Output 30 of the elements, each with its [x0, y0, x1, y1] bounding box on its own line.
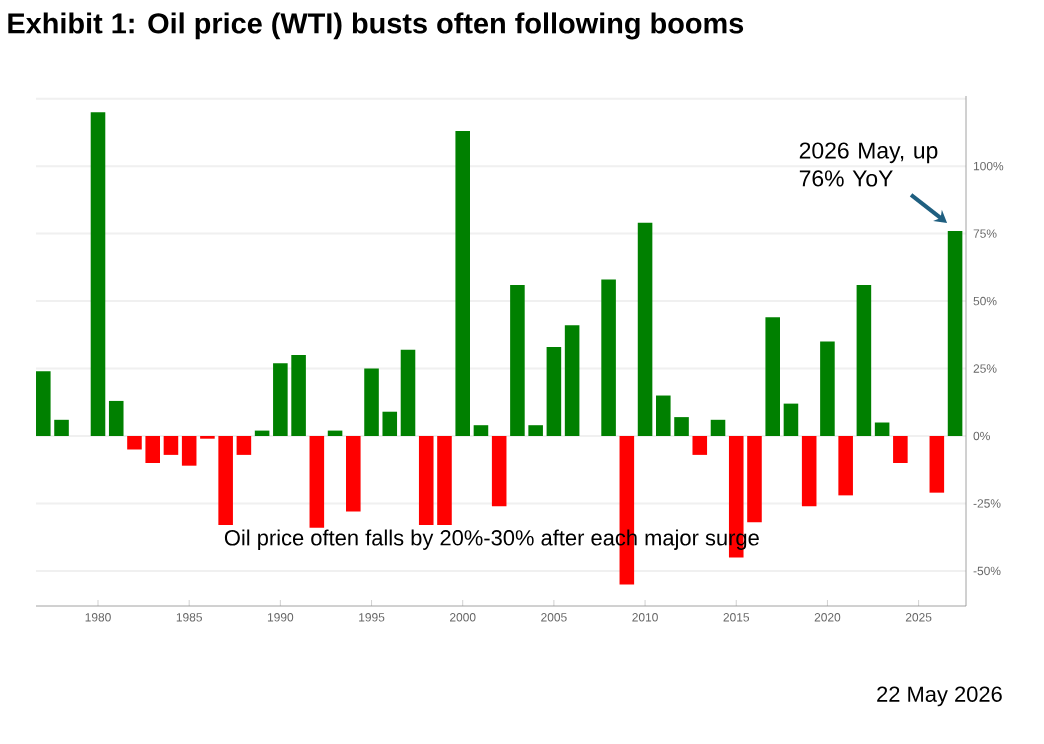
bar	[90, 112, 106, 436]
bar	[856, 284, 872, 436]
bar	[929, 436, 945, 493]
bar	[491, 436, 507, 507]
bar	[236, 436, 252, 455]
bar	[181, 436, 197, 466]
bar	[801, 436, 817, 507]
bar	[400, 349, 416, 436]
bar	[783, 403, 799, 436]
bar	[473, 425, 489, 436]
bar	[765, 317, 780, 436]
bar	[710, 419, 726, 436]
bar	[692, 436, 708, 455]
bar	[346, 436, 361, 512]
bar	[893, 436, 908, 463]
bar	[108, 400, 124, 436]
bar	[637, 222, 653, 436]
bar	[309, 436, 325, 528]
bar	[455, 131, 470, 436]
text: 22 May 2026	[877, 686, 1002, 707]
chart-title: Exhibit 1: Oil price (WTI) busts often following booms	[8, 12, 744, 40]
bar	[163, 436, 179, 455]
bar	[838, 436, 853, 496]
bar	[820, 341, 835, 436]
bar	[546, 346, 562, 436]
bar	[874, 422, 890, 436]
bar	[564, 325, 580, 436]
bar	[947, 230, 963, 436]
annotation: 2026 May, up 76% YoY	[799, 142, 938, 187]
bar	[601, 279, 616, 436]
